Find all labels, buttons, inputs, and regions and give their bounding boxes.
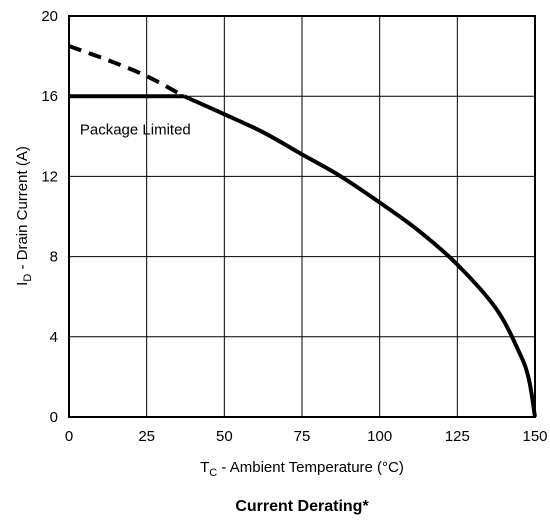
plot-frame bbox=[68, 15, 536, 418]
annotation-label: Package Limited bbox=[80, 121, 191, 138]
chart-grid bbox=[69, 16, 535, 417]
y-tick-label: 4 bbox=[50, 329, 58, 346]
chart-title: Current Derating* bbox=[235, 498, 369, 515]
x-tick-label: 75 bbox=[294, 428, 311, 445]
y-tick-label: 12 bbox=[41, 168, 58, 185]
x-tick-labels: 0 25 50 75 100 125 150 bbox=[65, 428, 548, 445]
y-tick-label: 20 bbox=[41, 8, 58, 25]
y-axis-label: ID - Drain Current (A) bbox=[14, 146, 34, 286]
x-tick-label: 125 bbox=[445, 428, 470, 445]
y-axis-label-main: I bbox=[14, 282, 31, 286]
y-tick-labels: 0 4 8 12 16 20 bbox=[41, 8, 58, 426]
x-tick-label: 0 bbox=[65, 428, 73, 445]
x-tick-label: 150 bbox=[522, 428, 547, 445]
x-tick-label: 50 bbox=[216, 428, 233, 445]
x-axis-label-main: T bbox=[200, 459, 209, 476]
x-tick-label: 25 bbox=[138, 428, 155, 445]
y-tick-label: 8 bbox=[50, 249, 58, 266]
chart-annotations: Package Limited bbox=[80, 121, 191, 138]
series-line-1 bbox=[68, 44, 185, 98]
x-axis-label-sub: C bbox=[209, 467, 217, 479]
y-axis-label-rest: - Drain Current (A) bbox=[14, 146, 31, 274]
x-axis-label: TC - Ambient Temperature (°C) bbox=[200, 459, 404, 479]
y-tick-label: 0 bbox=[50, 409, 58, 426]
chart-series bbox=[68, 44, 537, 418]
y-axis-label-sub: D bbox=[22, 274, 34, 282]
series-line-3 bbox=[183, 94, 537, 418]
x-axis-label-rest: - Ambient Temperature (°C) bbox=[217, 459, 404, 476]
y-tick-label: 16 bbox=[41, 88, 58, 105]
x-tick-label: 100 bbox=[367, 428, 392, 445]
